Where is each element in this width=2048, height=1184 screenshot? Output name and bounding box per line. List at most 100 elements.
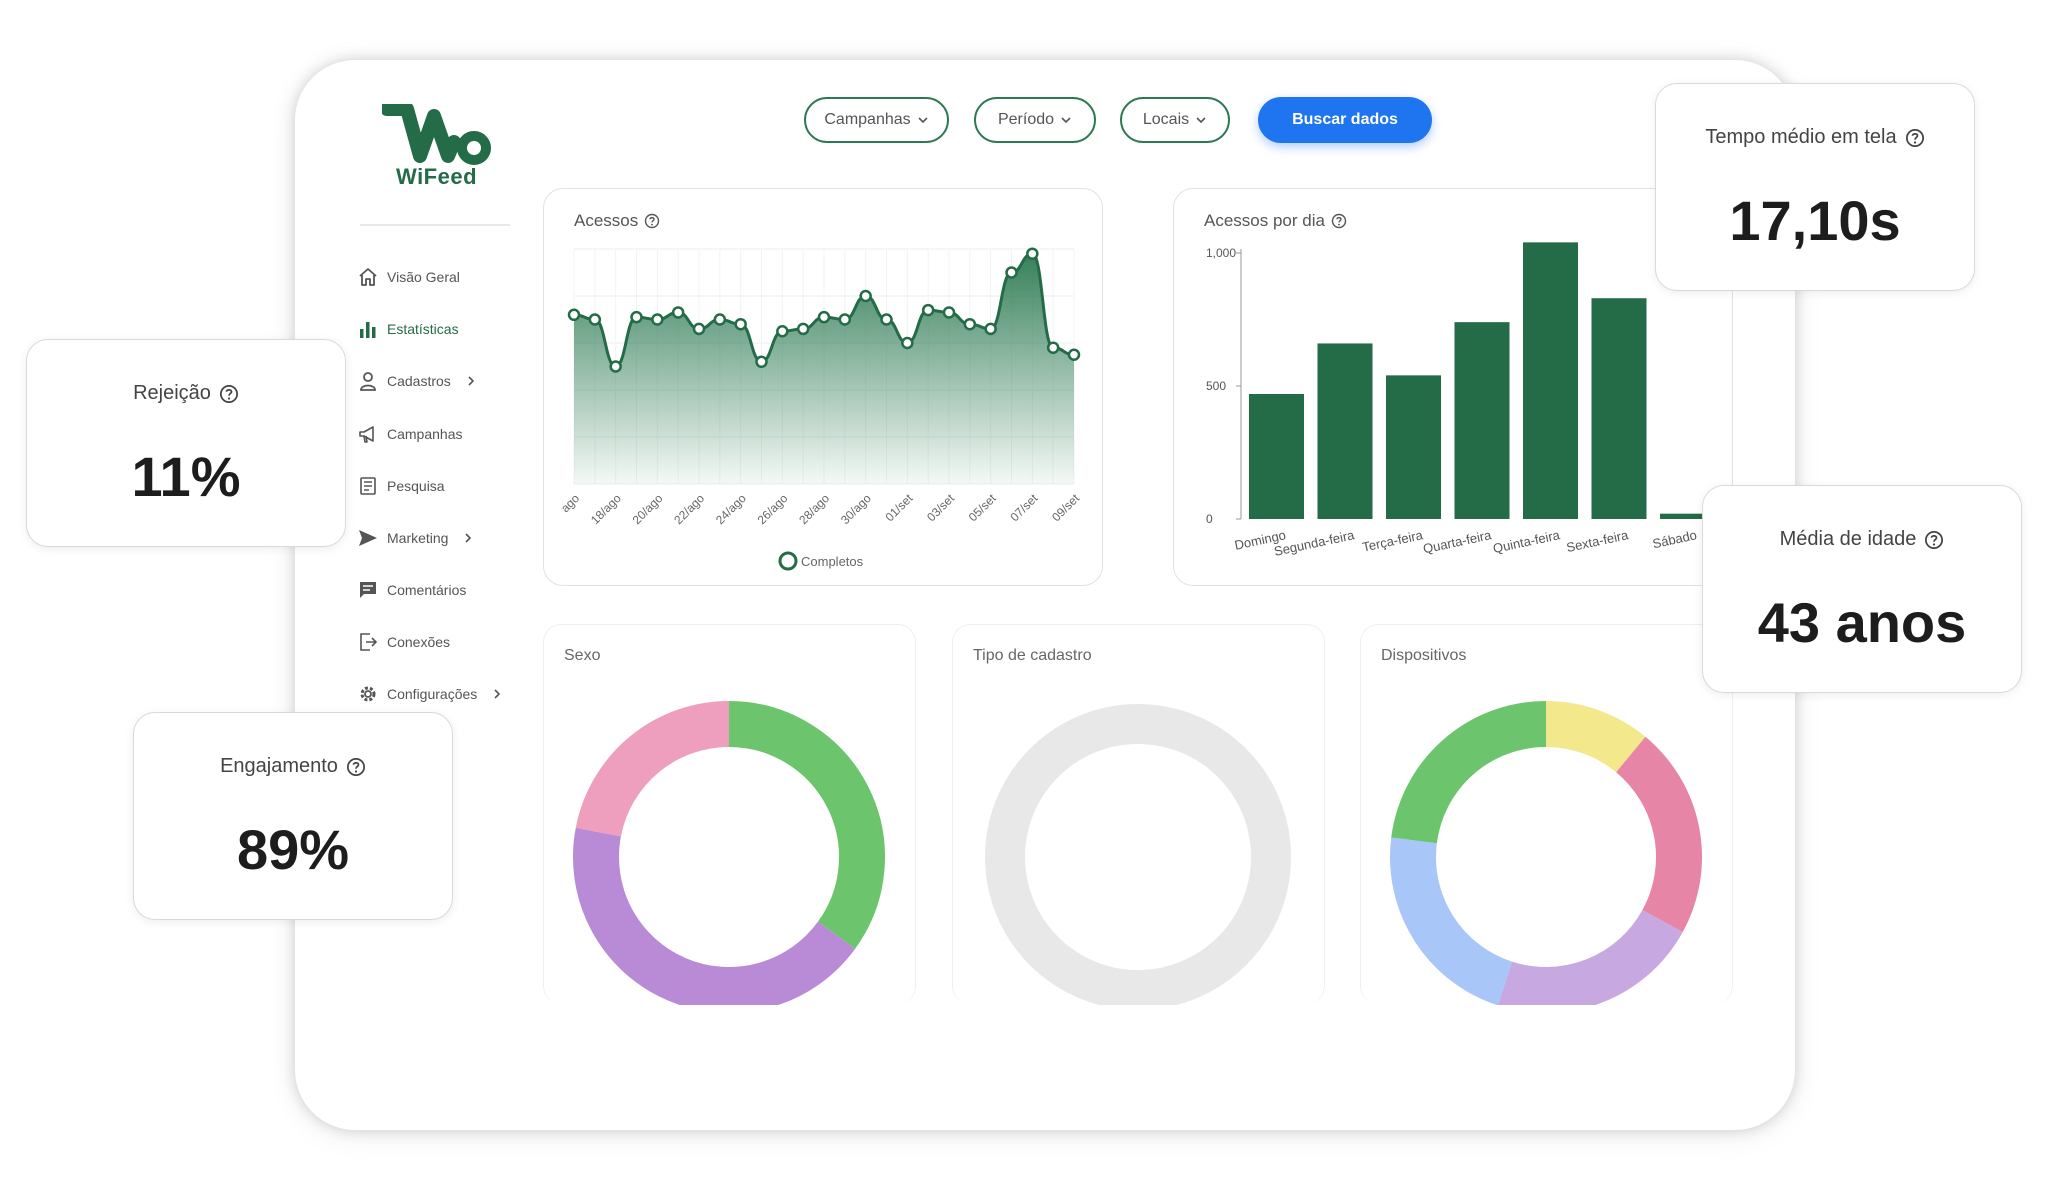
- sidebar-divider: [360, 224, 510, 226]
- x-tick-label: 30/ago: [838, 491, 874, 527]
- help-icon[interactable]: [346, 757, 366, 777]
- donut-slice[interactable]: [985, 704, 1291, 1005]
- rejeicao-label: Rejeição: [27, 382, 345, 405]
- donut-slice[interactable]: [1615, 736, 1702, 933]
- x-tick-label: 07/set: [1007, 491, 1040, 524]
- data-point[interactable]: [734, 317, 747, 331]
- data-point[interactable]: [651, 313, 664, 326]
- periodo-dropdown[interactable]: Período: [974, 97, 1096, 143]
- bar[interactable]: [1660, 513, 1715, 519]
- bar[interactable]: [1454, 322, 1510, 519]
- sidebar-item-estatisticas[interactable]: Estatísticas: [358, 314, 459, 344]
- data-point[interactable]: [1005, 266, 1018, 279]
- bar[interactable]: [1249, 393, 1304, 519]
- engajamento-value: 89%: [236, 818, 350, 881]
- x-tick-label: Terça-feira: [1361, 527, 1425, 555]
- sidebar-item-visao-geral[interactable]: Visão Geral: [358, 262, 460, 292]
- data-point[interactable]: [671, 306, 685, 319]
- sidebar-item-label: Estatísticas: [387, 321, 459, 337]
- bar[interactable]: [1591, 298, 1647, 519]
- sidebar-item-campanhas[interactable]: Campanhas: [358, 419, 463, 449]
- home-icon: [359, 268, 377, 286]
- help-icon[interactable]: [1905, 128, 1925, 148]
- sidebar-item-marketing[interactable]: Marketing: [358, 523, 483, 553]
- send-icon: [359, 530, 377, 546]
- legend-completos-marker[interactable]: [778, 551, 798, 571]
- tempo-medio-label: Tempo médio em tela: [1656, 126, 1974, 149]
- donut-slice[interactable]: [1391, 701, 1547, 844]
- acessos-title: Acessos: [574, 211, 660, 231]
- help-icon[interactable]: [219, 384, 239, 404]
- data-point[interactable]: [796, 322, 810, 336]
- bar-chart-icon: [360, 322, 376, 338]
- brand-name: WiFeed: [396, 164, 478, 189]
- data-point[interactable]: [567, 308, 581, 322]
- locais-dropdown[interactable]: Locais: [1120, 97, 1230, 143]
- data-point[interactable]: [1067, 348, 1081, 361]
- data-point[interactable]: [1046, 341, 1060, 354]
- data-point[interactable]: [588, 313, 602, 326]
- dispositivos-card: Dispositivos: [1360, 624, 1733, 1005]
- campanhas-dropdown[interactable]: Campanhas: [804, 97, 949, 143]
- data-point[interactable]: [838, 313, 852, 326]
- data-point[interactable]: [880, 313, 893, 326]
- logout-icon: [360, 633, 378, 651]
- chevron-right-icon: [468, 376, 474, 386]
- engajamento-label: Engajamento: [134, 755, 452, 778]
- bar[interactable]: [1386, 375, 1441, 519]
- data-point[interactable]: [817, 310, 831, 324]
- sidebar-item-label: Visão Geral: [387, 269, 460, 285]
- tipo-cadastro-donut-chart: [985, 704, 1291, 1005]
- help-icon[interactable]: [1331, 213, 1347, 229]
- data-point[interactable]: [776, 325, 789, 338]
- x-tick-label: 26/ago: [755, 491, 791, 527]
- gear-icon: [360, 686, 376, 702]
- engajamento-label-text: Engajamento: [220, 755, 338, 777]
- x-tick-label: 09/set: [1049, 491, 1082, 524]
- data-point[interactable]: [713, 313, 727, 326]
- x-tick-label: Sexta-feira: [1565, 527, 1630, 555]
- data-point[interactable]: [963, 317, 977, 331]
- donut-slice[interactable]: [728, 701, 885, 949]
- buscar-dados-button[interactable]: Buscar dados: [1258, 97, 1432, 143]
- chevron-down-icon: [1061, 117, 1071, 124]
- help-icon[interactable]: [644, 213, 660, 229]
- x-tick-label: 05/set: [966, 491, 999, 524]
- sidebar-item-comentarios[interactable]: Comentários: [358, 575, 466, 605]
- tempo-medio-label-text: Tempo médio em tela: [1705, 126, 1897, 148]
- x-tick-label: Quinta-feira: [1492, 527, 1562, 556]
- sidebar-item-conexoes[interactable]: Conexões: [358, 627, 450, 657]
- help-icon[interactable]: [1924, 530, 1944, 550]
- sidebar-item-label: Pesquisa: [387, 478, 445, 494]
- sidebar-item-configuracoes[interactable]: Configurações: [358, 679, 512, 709]
- acessos-por-dia-title: Acessos por dia: [1204, 211, 1347, 231]
- x-tick-label: 24/ago: [713, 491, 749, 527]
- donut-slice[interactable]: [573, 827, 856, 1005]
- data-point[interactable]: [859, 289, 872, 303]
- data-point[interactable]: [942, 306, 956, 319]
- data-point[interactable]: [921, 303, 935, 317]
- sidebar-item-pesquisa[interactable]: Pesquisa: [358, 471, 445, 501]
- data-point[interactable]: [692, 322, 706, 336]
- data-point[interactable]: [755, 355, 768, 369]
- data-point[interactable]: [984, 322, 997, 336]
- media-idade-value: 43 anos: [1757, 591, 1967, 654]
- x-tick-label: Quarta-feira: [1422, 527, 1494, 556]
- donut-slice[interactable]: [1390, 837, 1513, 1005]
- data-point[interactable]: [609, 360, 622, 373]
- donut-slice[interactable]: [575, 701, 730, 838]
- data-point[interactable]: [1026, 247, 1039, 260]
- sidebar-item-label: Conexões: [387, 634, 451, 650]
- bar[interactable]: [1523, 242, 1578, 520]
- tipo-cadastro-card: Tipo de cadastro: [952, 624, 1325, 1005]
- sidebar-item-cadastros[interactable]: Cadastros: [358, 366, 486, 396]
- data-point[interactable]: [901, 336, 914, 350]
- donut-slice[interactable]: [1545, 701, 1646, 773]
- dispositivos-title: Dispositivos: [1381, 647, 1467, 664]
- bar[interactable]: [1317, 343, 1373, 519]
- data-point[interactable]: [630, 310, 643, 324]
- rejeicao-label-text: Rejeição: [133, 382, 211, 404]
- donut-slice[interactable]: [1497, 909, 1683, 1005]
- locais-dropdown-label: Locais: [1142, 111, 1190, 128]
